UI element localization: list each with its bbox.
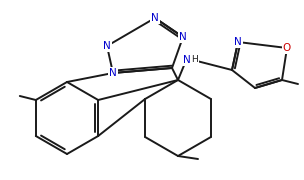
Text: N: N: [103, 41, 111, 51]
Text: N: N: [183, 55, 191, 65]
Text: N: N: [179, 32, 187, 42]
Text: N: N: [151, 13, 159, 23]
Text: N: N: [234, 37, 242, 47]
Text: O: O: [283, 43, 291, 53]
Text: H: H: [192, 55, 199, 64]
Text: N: N: [109, 68, 117, 78]
